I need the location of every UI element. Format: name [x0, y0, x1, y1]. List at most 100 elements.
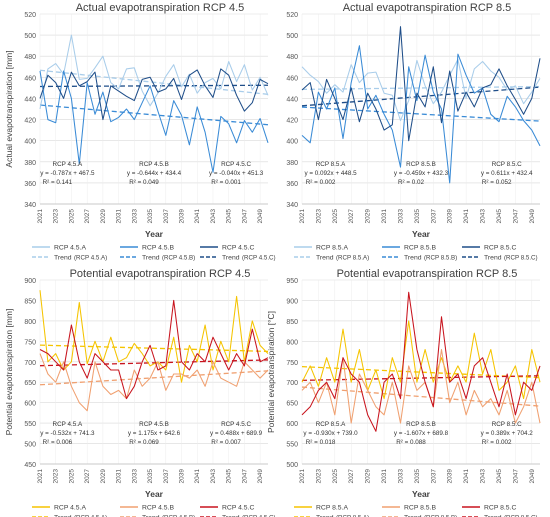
annotation-equation: y = 1.175x + 642.6	[128, 430, 181, 437]
legend-label-trend-series: (RCP 8.5.B)	[424, 255, 457, 262]
y-tick-label: 460	[286, 75, 298, 82]
x-tick-label: 2039	[447, 469, 454, 484]
y-axis-label: Actual evapotranspiration [mm]	[4, 50, 14, 167]
x-tick-label: 2041	[463, 209, 470, 224]
x-axis-label: Year	[145, 489, 164, 499]
annotation-r2: R² = 0.002	[306, 179, 336, 186]
y-tick-label: 850	[286, 319, 298, 326]
x-tick-label: 2045	[226, 209, 233, 224]
y-tick-label: 460	[24, 75, 36, 82]
legend-label-trend-series: (RCP 8.5.B)	[424, 515, 457, 517]
legend-label-series: RCP 8.5.B	[404, 245, 436, 252]
trend-line-3	[39, 359, 269, 367]
x-tick-label: 2021	[299, 469, 306, 484]
annotation-r2: R² = 0.006	[43, 439, 73, 446]
y-tick-label: 550	[24, 421, 36, 428]
y-tick-label: 440	[286, 96, 298, 103]
x-tick-label: 2021	[299, 209, 306, 224]
annotation-series: RCP 4.5.B	[139, 421, 169, 428]
y-tick-label: 650	[24, 380, 36, 387]
legend-label-series: RCP 4.5.B	[142, 245, 174, 252]
y-tick-label: 440	[24, 96, 36, 103]
chart-title: Actual evapotranspiration RCP 4.5	[76, 2, 245, 14]
x-tick-label: 2029	[365, 469, 372, 484]
y-tick-label: 700	[286, 380, 298, 387]
y-tick-label: 400	[24, 139, 36, 146]
legend-label-trend: Trend	[142, 515, 160, 517]
chart-panel-2: Actual evapotranspiration RCP 8.5 340 360 3…	[286, 2, 541, 262]
legend-label-trend: Trend	[404, 255, 422, 262]
y-tick-label: 650	[286, 401, 298, 408]
chart-title: Actual evapotranspiration RCP 8.5	[343, 2, 512, 14]
legend-label-trend: Trend	[54, 515, 72, 517]
x-tick-label: 2041	[463, 469, 470, 484]
x-tick-label: 2029	[365, 209, 372, 224]
legend-label-series: RCP 4.5.C	[222, 505, 254, 512]
annotation-r2: R² = 0.141	[43, 179, 73, 186]
x-tick-label: 2039	[447, 209, 454, 224]
x-tick-label: 2049	[529, 209, 536, 224]
x-tick-label: 2033	[397, 209, 404, 224]
legend-label-trend-series: (RCP 4.5.A)	[74, 515, 107, 517]
y-tick-label: 550	[286, 442, 298, 449]
y-tick-label: 520	[286, 12, 298, 19]
annotation-series: RCP 8.5.C	[492, 421, 522, 428]
x-tick-label: 2043	[210, 469, 217, 484]
legend-label-series: RCP 4.5.A	[54, 505, 86, 512]
trend-line-3	[301, 375, 541, 381]
x-tick-label: 2023	[315, 209, 322, 224]
legend-label-trend-series: (RCP 8.5.A)	[336, 255, 369, 262]
x-tick-label: 2047	[512, 469, 519, 484]
y-tick-label: 800	[286, 339, 298, 346]
legend-label-trend: Trend	[142, 255, 160, 262]
annotation-r2: R² = 0.007	[211, 439, 241, 446]
trend-line-1	[39, 69, 269, 95]
x-axis-label: Year	[412, 229, 431, 239]
x-tick-label: 2033	[131, 469, 138, 484]
x-tick-label: 2031	[116, 469, 123, 484]
x-tick-label: 2041	[194, 469, 201, 484]
annotation-series: RCP 8.5.B	[406, 161, 436, 168]
annotation-series: RCP 8.5.A	[316, 161, 346, 168]
y-tick-label: 600	[286, 421, 298, 428]
y-tick-label: 500	[24, 442, 36, 449]
legend-label-series: RCP 8.5.A	[316, 245, 348, 252]
x-tick-label: 2033	[397, 469, 404, 484]
series-line-1	[39, 290, 269, 383]
x-tick-label: 2025	[332, 209, 339, 224]
y-tick-label: 480	[24, 54, 36, 61]
trend-line-2	[39, 104, 269, 126]
y-tick-label: 520	[24, 12, 36, 19]
annotation-series: RCP 4.5.C	[221, 161, 251, 168]
y-tick-label: 340	[286, 202, 298, 209]
annotation-equation: y = -0.459x + 432.3	[394, 170, 449, 177]
series-line-2	[39, 353, 269, 412]
x-tick-label: 2023	[53, 209, 60, 224]
y-tick-label: 420	[286, 118, 298, 125]
legend-label-trend-series: (RCP 4.5.B)	[162, 255, 195, 262]
y-tick-label: 900	[286, 298, 298, 305]
x-tick-label: 2027	[84, 469, 91, 484]
annotation-equation: y = 0.389x + 704.2	[481, 430, 534, 437]
legend-label-trend: Trend	[484, 255, 502, 262]
x-tick-label: 2025	[332, 469, 339, 484]
annotation-series: RCP 4.5.B	[139, 161, 169, 168]
x-tick-label: 2029	[100, 209, 107, 224]
legend-label-trend: Trend	[222, 255, 240, 262]
chart-panel-4: Potential evapotranspiration RCP 8.5 500 5…	[266, 268, 541, 517]
x-tick-label: 2025	[68, 209, 75, 224]
series-line-3	[301, 291, 541, 432]
series-line-3	[39, 68, 269, 121]
annotation-series: RCP 8.5.A	[316, 421, 346, 428]
x-tick-label: 2031	[381, 209, 388, 224]
legend-label-series: RCP 8.5.C	[484, 505, 516, 512]
legend-label-trend: Trend	[222, 515, 240, 517]
x-tick-label: 2039	[179, 469, 186, 484]
legend-label-trend: Trend	[316, 255, 334, 262]
legend-label-trend-series: (RCP 8.5.C)	[504, 515, 538, 517]
y-tick-label: 340	[24, 202, 36, 209]
x-tick-label: 2027	[348, 209, 355, 224]
legend-label-trend-series: (RCP 4.5.C)	[242, 255, 276, 262]
x-tick-label: 2043	[480, 209, 487, 224]
legend-label-trend: Trend	[316, 515, 334, 517]
